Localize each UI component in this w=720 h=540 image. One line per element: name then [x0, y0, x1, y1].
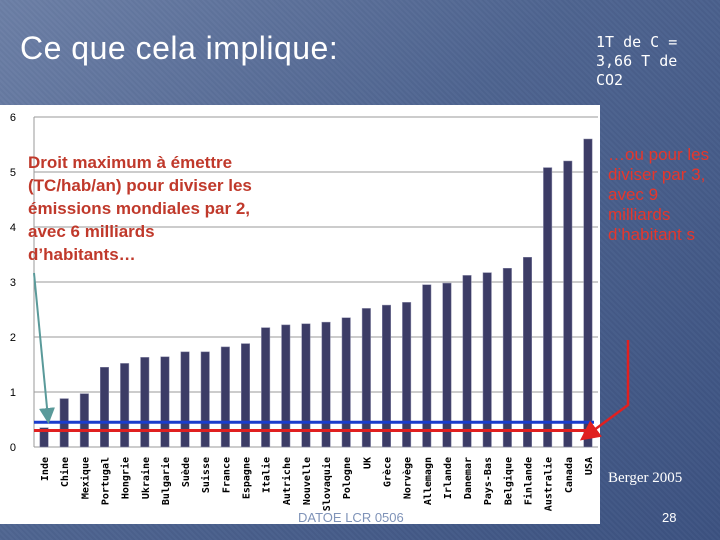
x-tick-label: Italie [261, 457, 273, 493]
y-tick-label: 3 [10, 277, 16, 289]
x-tick-label: France [221, 457, 232, 493]
x-tick-label: Finlande [523, 457, 535, 505]
arrow-right-to-reference [579, 340, 630, 441]
overlay-left-annotation: Droit maximum à émettre (TC/hab/an) pour… [28, 153, 252, 264]
source-citation: Berger 2005 [608, 470, 683, 486]
bar [422, 284, 432, 448]
page-number: 28 [662, 510, 677, 525]
bar [140, 357, 150, 448]
bar [402, 302, 412, 448]
chart-frame [0, 105, 600, 524]
y-tick-label: 0 [10, 442, 16, 454]
bar [180, 351, 190, 448]
bar [563, 160, 573, 448]
bar [261, 327, 271, 448]
x-tick-label: Slovaquie [321, 457, 333, 511]
bar [341, 317, 351, 448]
bar [301, 323, 311, 448]
x-tick-label: Espagne [242, 457, 253, 499]
bar [160, 356, 170, 448]
bar [120, 363, 130, 448]
bar [462, 275, 472, 448]
bar [442, 282, 452, 448]
footer-text: DATOE LCR 0506 [298, 510, 404, 525]
x-tick-label: Nouvelle [302, 457, 313, 505]
bar [200, 351, 210, 448]
y-tick-label: 5 [10, 167, 16, 179]
x-tick-label: Canada [564, 457, 575, 493]
x-tick-label: Norvège [402, 457, 414, 499]
x-axis-labels: Inde Chine Mexique Portugal Hongrie Ukraine Bu… [40, 457, 595, 511]
bar [321, 321, 331, 448]
x-tick-label: Hongrie [120, 457, 132, 499]
x-tick-label: Mexique [79, 457, 91, 499]
bars [39, 138, 593, 448]
bar [523, 257, 532, 448]
x-tick-label: Belgique [502, 457, 514, 505]
x-tick-label: Danemar [463, 457, 474, 499]
reference-lines [34, 420, 594, 432]
y-tick-label: 4 [10, 222, 16, 234]
arrows [33, 272, 630, 441]
x-tick-label: Bulgarie [160, 457, 172, 505]
y-tick-label: 2 [10, 332, 16, 344]
x-tick-label: Inde [40, 457, 51, 481]
bar [361, 308, 371, 448]
arrow-left-to-reference [33, 272, 56, 424]
slide-title: Ce que cela implique: [20, 30, 339, 66]
x-tick-label: Suisse [200, 457, 212, 493]
bar [583, 138, 593, 448]
x-tick-label: Chine [59, 457, 71, 487]
x-tick-label: Autriche [281, 457, 293, 505]
bar [281, 324, 291, 448]
overlay-right-annotation: …ou pour les diviser par 3, avec 9 milli… [608, 145, 710, 244]
bar [543, 167, 553, 448]
bar [220, 346, 230, 448]
x-tick-label: Pologne [342, 457, 353, 499]
bar [39, 427, 49, 448]
x-tick-label: USA [584, 457, 595, 475]
bar [241, 343, 250, 448]
bar [79, 393, 89, 448]
x-tick-label: Suède [180, 457, 192, 487]
x-tick-label: Grèce [382, 457, 394, 487]
x-tick-label: Irlande [443, 457, 454, 499]
bar [482, 272, 492, 448]
x-tick-label: Pays-Bas [483, 457, 494, 505]
bar [502, 268, 512, 448]
bar [100, 367, 109, 448]
conversion-note: 1T de C = 3,66 T de CO2 [596, 33, 678, 89]
bar [382, 304, 391, 448]
x-tick-label: Australie [543, 457, 555, 511]
x-tick-label: Portugal [101, 457, 112, 505]
x-tick-label: UK [362, 457, 373, 469]
x-tick-label: Ukraine [140, 457, 152, 499]
y-tick-label: 1 [10, 387, 16, 399]
y-tick-label: 6 [10, 112, 16, 124]
x-tick-label: Allemagn [423, 457, 434, 505]
y-axis-ticks: 0 1 2 3 4 5 6 [10, 112, 16, 454]
